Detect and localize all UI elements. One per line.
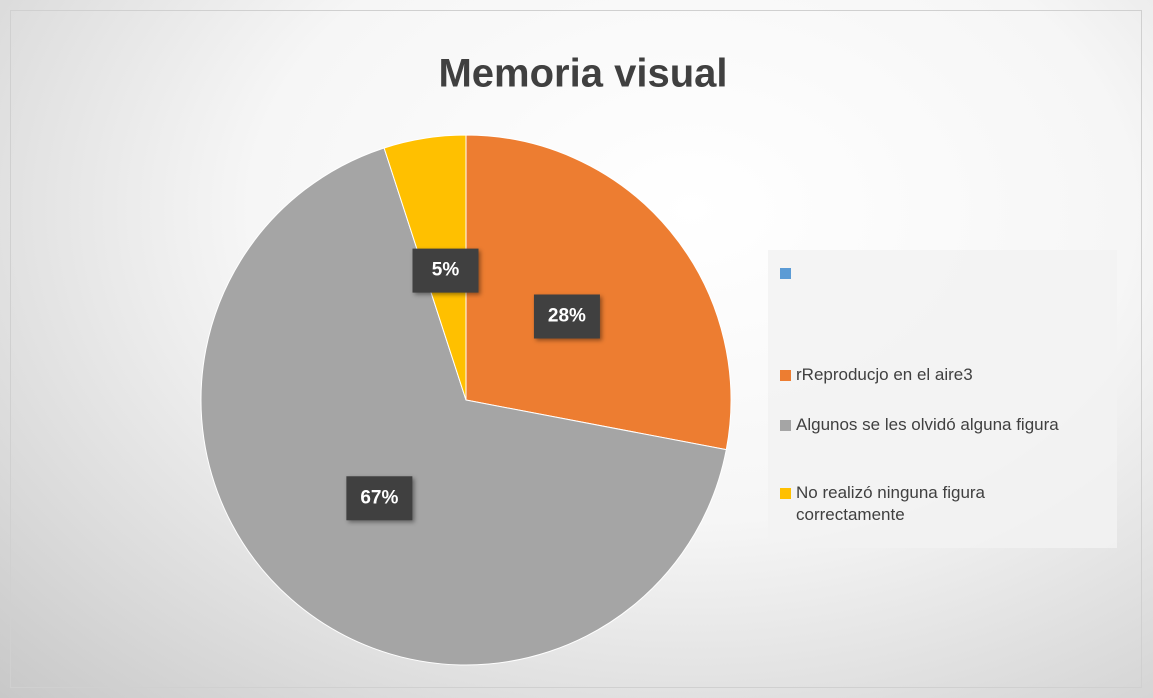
legend-swatch	[780, 370, 791, 381]
pie-slice	[465, 134, 732, 451]
legend-item: rReproducjo en el aire3	[780, 364, 1126, 386]
frame	[10, 10, 1142, 688]
data-label-box	[346, 476, 413, 521]
legend-label: No realizó ninguna figura correctamente	[796, 483, 986, 524]
legend: rReproducjo en el aire3 Algunos se les ol…	[768, 250, 1117, 548]
chart-title: Memoria visual	[438, 52, 727, 96]
legend-item: No realizó ninguna figura correctamente	[780, 482, 1036, 526]
legend-label: rReproducjo en el aire3	[796, 365, 973, 384]
legend-swatch	[780, 488, 791, 499]
data-label: 28%	[548, 306, 586, 327]
data-label-box	[412, 248, 479, 293]
pie-slice	[200, 147, 727, 666]
data-label-box	[533, 294, 600, 339]
data-label: 67%	[360, 487, 398, 508]
legend-item: Algunos se les olvidó alguna figura	[780, 414, 1126, 436]
data-label: 5%	[432, 260, 460, 281]
legend-label: Algunos se les olvidó alguna figura	[796, 415, 1059, 434]
legend-swatch	[780, 420, 791, 431]
legend-swatch	[780, 268, 791, 279]
